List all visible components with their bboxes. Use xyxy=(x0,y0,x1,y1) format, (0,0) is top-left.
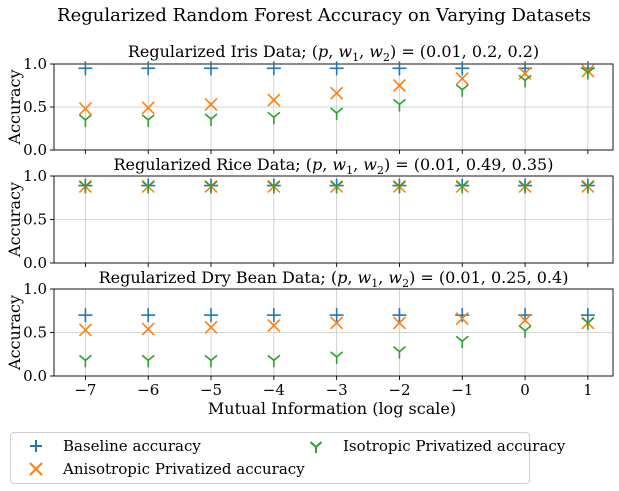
marker-plus xyxy=(329,308,344,323)
subplot-title: Regularized Iris Data; (p, w1, w2) = (0.… xyxy=(128,42,539,64)
x-tick-label: −5 xyxy=(200,381,222,399)
y-tick-label: 0.0 xyxy=(23,254,47,272)
x-tick-label: 0 xyxy=(520,381,530,399)
marker-tri-down xyxy=(392,180,406,194)
marker-tri-down xyxy=(78,354,92,368)
figure-title: Regularized Random Forest Accuracy on Va… xyxy=(57,5,591,26)
marker-tri-down xyxy=(267,111,281,125)
marker-x xyxy=(204,320,218,334)
legend-marker-plus-icon xyxy=(30,440,42,452)
y-tick-label: 1.0 xyxy=(23,280,47,298)
legend-label-isotropic: Isotropic Privatized accuracy xyxy=(343,437,566,455)
x-tick-label: −6 xyxy=(137,381,159,399)
marker-x xyxy=(330,316,344,330)
subplot-title: Regularized Rice Data; (p, w1, w2) = (0.… xyxy=(114,155,554,177)
marker-tri-down xyxy=(141,114,155,127)
legend-marker-x-icon xyxy=(29,462,43,476)
x-tick-label: 1 xyxy=(583,381,593,399)
marker-tri-down xyxy=(455,335,469,349)
y-tick-label: 0.0 xyxy=(23,367,47,385)
legend-entry-isotropic: Isotropic Privatized accuracy xyxy=(301,437,565,455)
marker-x xyxy=(267,93,281,107)
subplot-3: 0.0 0.5 1.0 −7 −6 −5 −4 −3 −2 −1 0 1 Accuracy Regular… xyxy=(5,268,614,399)
marker-x xyxy=(78,323,92,337)
marker-tri-down xyxy=(581,317,595,330)
legend-entry-anisotropic: Anisotropic Privatized accuracy xyxy=(21,460,305,478)
y-tick-label: 1.0 xyxy=(23,167,47,185)
marker-plus xyxy=(141,308,156,323)
marker-tri-down xyxy=(581,66,595,80)
marker-tri-down xyxy=(330,180,344,194)
marker-tri-down xyxy=(78,180,92,194)
marker-tri-down xyxy=(267,180,281,194)
marker-x xyxy=(392,78,407,93)
marker-x xyxy=(581,64,595,78)
x-axis-label: Mutual Information (log scale) xyxy=(208,399,456,418)
y-tick-label: 0.5 xyxy=(23,98,47,116)
marker-tri-down xyxy=(141,354,155,368)
marker-plus xyxy=(455,61,470,76)
marker-plus xyxy=(204,61,219,76)
marker-x xyxy=(455,312,469,326)
y-tick-label: 0.0 xyxy=(23,141,47,159)
marker-tri-down xyxy=(392,346,406,359)
marker-tri-down xyxy=(581,180,595,194)
marker-plus xyxy=(392,61,407,76)
marker-plus xyxy=(392,308,407,323)
legend-marker-tri-down-icon xyxy=(309,441,323,453)
marker-x xyxy=(141,101,155,115)
legend: Baseline accuracy Anisotropic Privatized… xyxy=(10,432,565,484)
marker-x xyxy=(204,97,218,111)
marker-x xyxy=(518,313,532,327)
marker-tri-down xyxy=(455,180,469,194)
marker-tri-down xyxy=(204,180,218,194)
marker-tri-down xyxy=(518,180,532,194)
marker-tri-down xyxy=(518,74,532,88)
marker-tri-down xyxy=(330,107,344,121)
y-tick-label: 0.5 xyxy=(23,211,47,229)
x-tick-label: −1 xyxy=(451,381,473,399)
x-tick-label: −2 xyxy=(388,381,410,399)
legend-entry-baseline: Baseline accuracy xyxy=(21,437,201,455)
marker-plus xyxy=(78,308,93,323)
marker-tri-down xyxy=(267,354,281,368)
marker-plus xyxy=(266,308,281,323)
x-tick-label: −4 xyxy=(263,381,285,399)
marker-plus xyxy=(78,61,93,76)
marker-tri-down xyxy=(455,84,469,97)
subplot-title: Regularized Dry Bean Data; (p, w1, w2) =… xyxy=(99,268,569,290)
marker-plus xyxy=(266,61,281,76)
marker-tri-down xyxy=(204,354,218,368)
marker-plus xyxy=(329,61,344,76)
marker-tri-down xyxy=(392,98,406,112)
legend-label-baseline: Baseline accuracy xyxy=(63,437,201,455)
marker-plus xyxy=(141,61,156,76)
marker-plus xyxy=(204,308,219,323)
marker-x xyxy=(141,322,155,336)
marker-x xyxy=(455,72,469,86)
marker-x xyxy=(78,102,92,116)
marker-x xyxy=(330,86,344,100)
y-tick-label: 0.5 xyxy=(23,324,47,342)
marker-tri-down xyxy=(330,351,344,364)
legend-label-anisotropic: Anisotropic Privatized accuracy xyxy=(63,460,305,478)
y-axis-label: Accuracy xyxy=(5,70,24,146)
marker-tri-down xyxy=(204,113,218,127)
y-tick-label: 1.0 xyxy=(23,55,47,73)
marker-tri-down xyxy=(78,114,92,127)
marker-tri-down xyxy=(141,180,155,194)
marker-x xyxy=(267,318,281,333)
marker-plus xyxy=(580,308,595,323)
marker-plus xyxy=(455,308,470,323)
x-tick-label: −3 xyxy=(326,381,348,399)
marker-tri-down xyxy=(518,325,532,338)
marker-x xyxy=(392,316,407,330)
x-tick-label: −7 xyxy=(74,381,96,399)
y-axis-label: Accuracy xyxy=(5,295,24,371)
y-axis-label: Accuracy xyxy=(5,182,24,258)
